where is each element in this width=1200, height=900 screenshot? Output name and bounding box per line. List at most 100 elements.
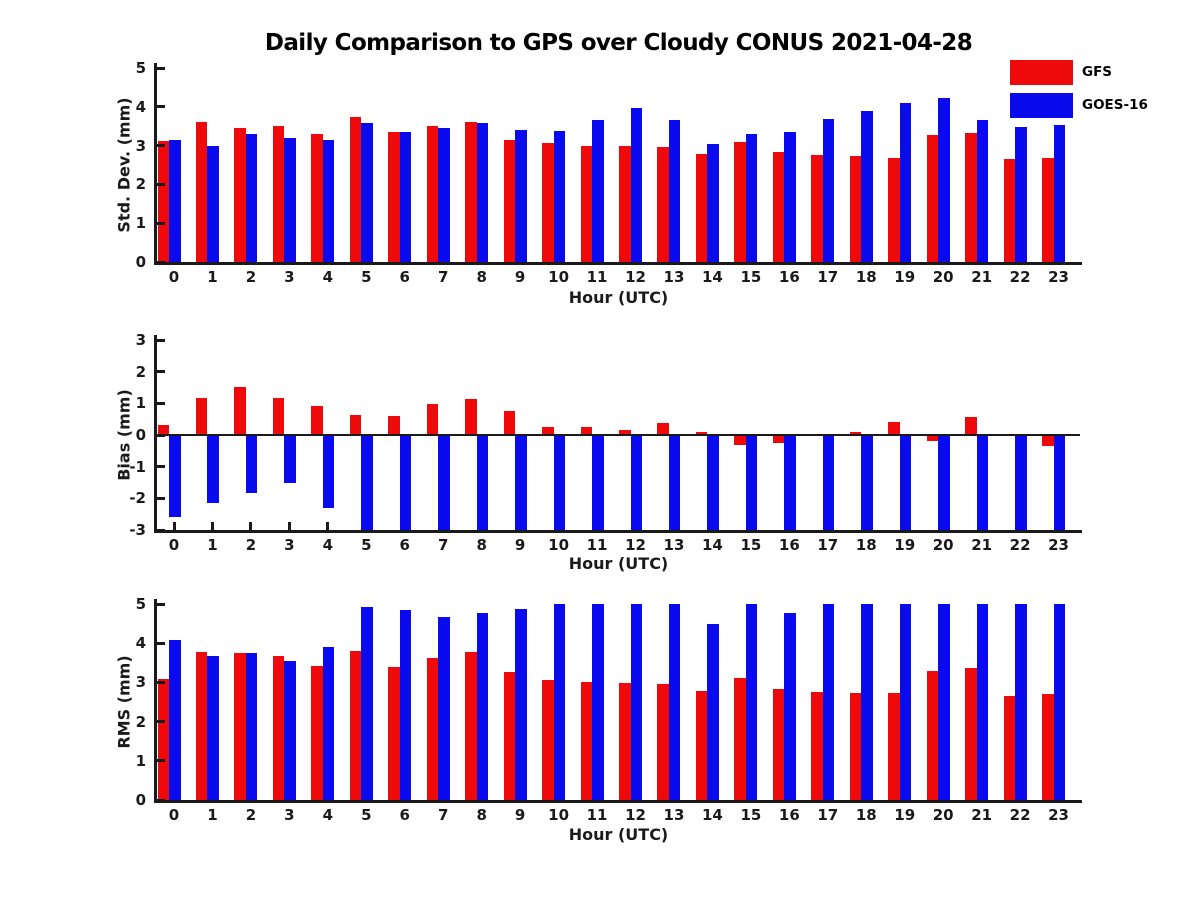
bar-goes-16	[245, 435, 258, 493]
x-axis-tick	[210, 254, 214, 262]
x-axis-tick	[903, 792, 907, 800]
y-axis-label-bias: Bias (mm)	[114, 389, 134, 481]
bar-goes-16	[1053, 124, 1066, 262]
x-tick-label: 5	[361, 268, 372, 286]
y-tick-label: 1	[135, 394, 146, 413]
x-tick-label: 16	[778, 806, 800, 824]
bar-goes-16	[899, 604, 912, 800]
x-tick-label: 4	[322, 806, 334, 824]
x-axis-tick	[287, 792, 291, 800]
x-axis-tick	[1018, 792, 1022, 800]
bar-goes-16	[707, 624, 719, 800]
bar-goes-16	[630, 435, 642, 530]
bar-gfs	[157, 679, 169, 800]
x-tick-label: 11	[586, 536, 608, 554]
y-tick-label: 0	[135, 426, 146, 444]
bar-goes-16	[515, 435, 527, 530]
bar-gfs	[465, 399, 477, 435]
x-axis-tick	[364, 522, 368, 530]
bar-gfs	[849, 156, 862, 262]
bar-gfs	[503, 139, 516, 262]
bar-gfs	[811, 155, 823, 262]
bar-gfs	[349, 415, 362, 435]
x-tick-label: 7	[437, 268, 449, 286]
bar-gfs	[849, 692, 862, 800]
bar-gfs	[542, 680, 554, 800]
y-tick-label: -2	[129, 489, 146, 508]
x-tick-label: 19	[894, 268, 916, 286]
bar-gfs	[657, 147, 669, 262]
bar-goes-16	[399, 435, 412, 530]
bar-goes-16	[361, 606, 373, 800]
bar-goes-16	[861, 604, 873, 800]
bar-gfs	[619, 146, 631, 262]
bar-gfs	[695, 432, 708, 435]
y-axis-tick	[157, 260, 165, 264]
y-tick-label: 0	[135, 791, 146, 809]
x-axis-tick	[864, 522, 868, 530]
bar-goes-16	[438, 435, 450, 530]
bar-goes-16	[245, 653, 258, 800]
bar-gfs	[503, 410, 516, 435]
bar-goes-16	[1015, 604, 1027, 800]
bar-gfs	[772, 688, 785, 800]
x-axis-tick	[172, 254, 176, 262]
bar-goes-16	[707, 435, 719, 530]
bar-goes-16	[1053, 435, 1066, 530]
x-axis-tick	[172, 792, 176, 800]
x-axis-tick	[903, 522, 907, 530]
x-tick-label: 16	[778, 268, 800, 286]
bar-goes-16	[745, 133, 758, 262]
legend-label-gfs: GFS	[1082, 64, 1113, 80]
x-axis-tick	[980, 522, 984, 530]
x-axis-tick	[557, 792, 561, 800]
bar-goes-16	[899, 435, 912, 530]
bar-goes-16	[592, 119, 604, 262]
bar-goes-16	[1015, 126, 1027, 262]
x-tick-label: 13	[663, 536, 685, 554]
bar-gfs	[1042, 694, 1054, 800]
x-tick-label: 6	[399, 536, 410, 554]
x-axis-tick	[403, 254, 407, 262]
bar-goes-16	[707, 143, 719, 262]
bar-goes-16	[553, 604, 566, 800]
bar-goes-16	[938, 98, 950, 262]
bar-goes-16	[322, 647, 335, 800]
bar-goes-16	[976, 119, 989, 262]
bar-goes-16	[668, 119, 681, 262]
x-tick-label: 2	[245, 268, 257, 286]
x-tick-label: 21	[971, 268, 993, 286]
y-tick-label: 3	[135, 136, 146, 155]
bar-goes-16	[515, 608, 527, 800]
x-tick-label: 22	[1009, 268, 1031, 286]
bar-gfs	[772, 152, 785, 262]
bar-goes-16	[630, 604, 642, 800]
x-axis-tick	[787, 792, 791, 800]
x-tick-label: 2	[245, 536, 257, 554]
y-axis-tick	[157, 370, 165, 374]
y-tick-label: 3	[135, 331, 146, 349]
x-tick-label: 12	[625, 268, 646, 286]
bar-goes-16	[745, 435, 758, 530]
bar-gfs	[349, 651, 362, 800]
x-tick-label: 1	[207, 268, 218, 286]
x-tick-label: 11	[586, 806, 608, 824]
y-axis-tick	[157, 759, 165, 763]
bar-gfs	[272, 397, 285, 435]
x-axis-tick	[826, 254, 830, 262]
x-axis-spine	[154, 530, 1082, 533]
bar-gfs	[888, 158, 900, 262]
x-axis-tick	[441, 254, 445, 262]
bar-goes-16	[169, 435, 181, 518]
x-axis-tick	[980, 792, 984, 800]
bar-gfs	[888, 422, 900, 435]
x-tick-label: 1	[207, 536, 218, 554]
x-axis-tick	[1057, 792, 1061, 800]
y-axis-tick	[157, 528, 165, 532]
x-tick-label: 23	[1048, 268, 1069, 286]
x-axis-tick	[403, 522, 407, 530]
y-tick-label: 4	[135, 97, 146, 116]
bar-gfs	[234, 128, 246, 262]
x-tick-label: 3	[284, 536, 295, 554]
